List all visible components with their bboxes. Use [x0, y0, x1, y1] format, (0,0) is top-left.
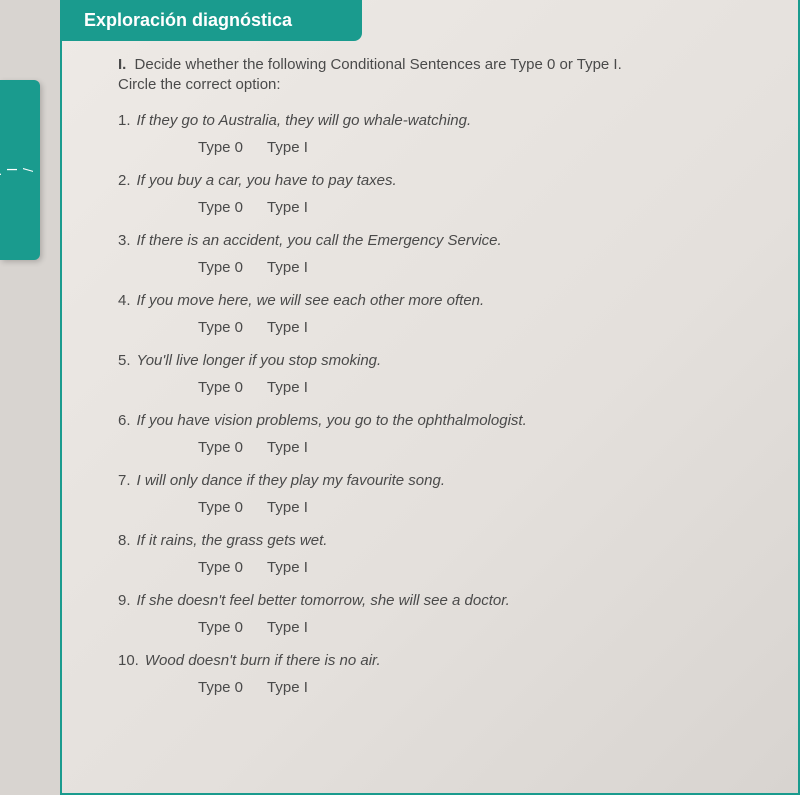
option-type-0[interactable]: Type 0 — [198, 259, 243, 276]
answer-options: Type 0 Type I — [198, 619, 768, 636]
question-item: 2. If you buy a car, you have to pay taxe… — [118, 172, 768, 216]
question-item: 9. If she doesn't feel better tomorrow, s… — [118, 592, 768, 636]
option-type-0[interactable]: Type 0 — [198, 619, 243, 636]
answer-options: Type 0 Type I — [198, 379, 768, 396]
question-text-line: 4. If you move here, we will see each oth… — [118, 292, 768, 309]
question-item: 3. If there is an accident, you call the … — [118, 232, 768, 276]
question-text-line: 6. If you have vision problems, you go to… — [118, 412, 768, 429]
side-tab-line-2: l — [4, 90, 20, 250]
question-text-line: 1. If they go to Australia, they will go … — [118, 112, 768, 129]
section-title: Exploración diagnóstica — [84, 10, 292, 30]
question-number: 6. — [118, 412, 131, 429]
side-tab-line-3: al — [0, 90, 4, 250]
question-number: 3. — [118, 232, 131, 249]
question-item: 4. If you move here, we will see each oth… — [118, 292, 768, 336]
option-type-1[interactable]: Type I — [267, 559, 308, 576]
option-type-0[interactable]: Type 0 — [198, 679, 243, 696]
option-type-1[interactable]: Type I — [267, 619, 308, 636]
question-item: 1. If they go to Australia, they will go … — [118, 112, 768, 156]
question-sentence: Wood doesn't burn if there is no air. — [145, 652, 381, 669]
question-sentence: If there is an accident, you call the Em… — [137, 232, 502, 249]
question-number: 4. — [118, 292, 131, 309]
instructions-line-2: Circle the correct option: — [118, 76, 281, 93]
question-number: 9. — [118, 592, 131, 609]
instructions-block: I. Decide whether the following Conditio… — [118, 55, 768, 96]
option-type-1[interactable]: Type I — [267, 259, 308, 276]
questions-list: 1. If they go to Australia, they will go … — [92, 112, 768, 696]
question-sentence: If it rains, the grass gets wet. — [137, 532, 328, 549]
option-type-0[interactable]: Type 0 — [198, 139, 243, 156]
question-number: 10. — [118, 652, 139, 669]
question-text-line: 5. You'll live longer if you stop smoking… — [118, 352, 768, 369]
textbook-page: Exploración diagnóstica I. Decide whethe… — [60, 0, 800, 795]
option-type-1[interactable]: Type I — [267, 439, 308, 456]
question-item: 10. Wood doesn't burn if there is no air.… — [118, 652, 768, 696]
option-type-1[interactable]: Type I — [267, 199, 308, 216]
answer-options: Type 0 Type I — [198, 199, 768, 216]
answer-options: Type 0 Type I — [198, 559, 768, 576]
question-sentence: If you move here, we will see each other… — [137, 292, 485, 309]
answer-options: Type 0 Type I — [198, 319, 768, 336]
question-number: 2. — [118, 172, 131, 189]
question-sentence: If you have vision problems, you go to t… — [137, 412, 527, 429]
option-type-0[interactable]: Type 0 — [198, 499, 243, 516]
instructions-line-1: Decide whether the following Conditional… — [135, 56, 622, 73]
answer-options: Type 0 Type I — [198, 679, 768, 696]
question-number: 1. — [118, 112, 131, 129]
answer-options: Type 0 Type I — [198, 259, 768, 276]
question-item: 8. If it rains, the grass gets wet. Type 0… — [118, 532, 768, 576]
option-type-0[interactable]: Type 0 — [198, 439, 243, 456]
option-type-1[interactable]: Type I — [267, 499, 308, 516]
question-text-line: 7. I will only dance if they play my favo… — [118, 472, 768, 489]
question-sentence: If she doesn't feel better tomorrow, she… — [137, 592, 510, 609]
option-type-1[interactable]: Type I — [267, 319, 308, 336]
instructions-number: I. — [118, 56, 126, 73]
answer-options: Type 0 Type I — [198, 139, 768, 156]
question-sentence: If you buy a car, you have to pay taxes. — [137, 172, 397, 189]
question-sentence: I will only dance if they play my favour… — [137, 472, 445, 489]
question-text-line: 3. If there is an accident, you call the … — [118, 232, 768, 249]
question-item: 5. You'll live longer if you stop smoking… — [118, 352, 768, 396]
question-text-line: 2. If you buy a car, you have to pay taxe… — [118, 172, 768, 189]
question-text-line: 10. Wood doesn't burn if there is no air. — [118, 652, 768, 669]
answer-options: Type 0 Type I — [198, 499, 768, 516]
question-text-line: 9. If she doesn't feel better tomorrow, s… — [118, 592, 768, 609]
question-sentence: If they go to Australia, they will go wh… — [137, 112, 472, 129]
option-type-1[interactable]: Type I — [267, 679, 308, 696]
side-tab-line-1: / — [20, 90, 36, 250]
question-item: 6. If you have vision problems, you go to… — [118, 412, 768, 456]
answer-options: Type 0 Type I — [198, 439, 768, 456]
question-number: 8. — [118, 532, 131, 549]
side-tab: / l al — [0, 80, 40, 260]
question-number: 7. — [118, 472, 131, 489]
question-number: 5. — [118, 352, 131, 369]
option-type-1[interactable]: Type I — [267, 379, 308, 396]
option-type-0[interactable]: Type 0 — [198, 199, 243, 216]
question-text-line: 8. If it rains, the grass gets wet. — [118, 532, 768, 549]
option-type-0[interactable]: Type 0 — [198, 559, 243, 576]
question-sentence: You'll live longer if you stop smoking. — [137, 352, 382, 369]
option-type-1[interactable]: Type I — [267, 139, 308, 156]
question-item: 7. I will only dance if they play my favo… — [118, 472, 768, 516]
option-type-0[interactable]: Type 0 — [198, 319, 243, 336]
option-type-0[interactable]: Type 0 — [198, 379, 243, 396]
section-header: Exploración diagnóstica — [62, 0, 362, 41]
